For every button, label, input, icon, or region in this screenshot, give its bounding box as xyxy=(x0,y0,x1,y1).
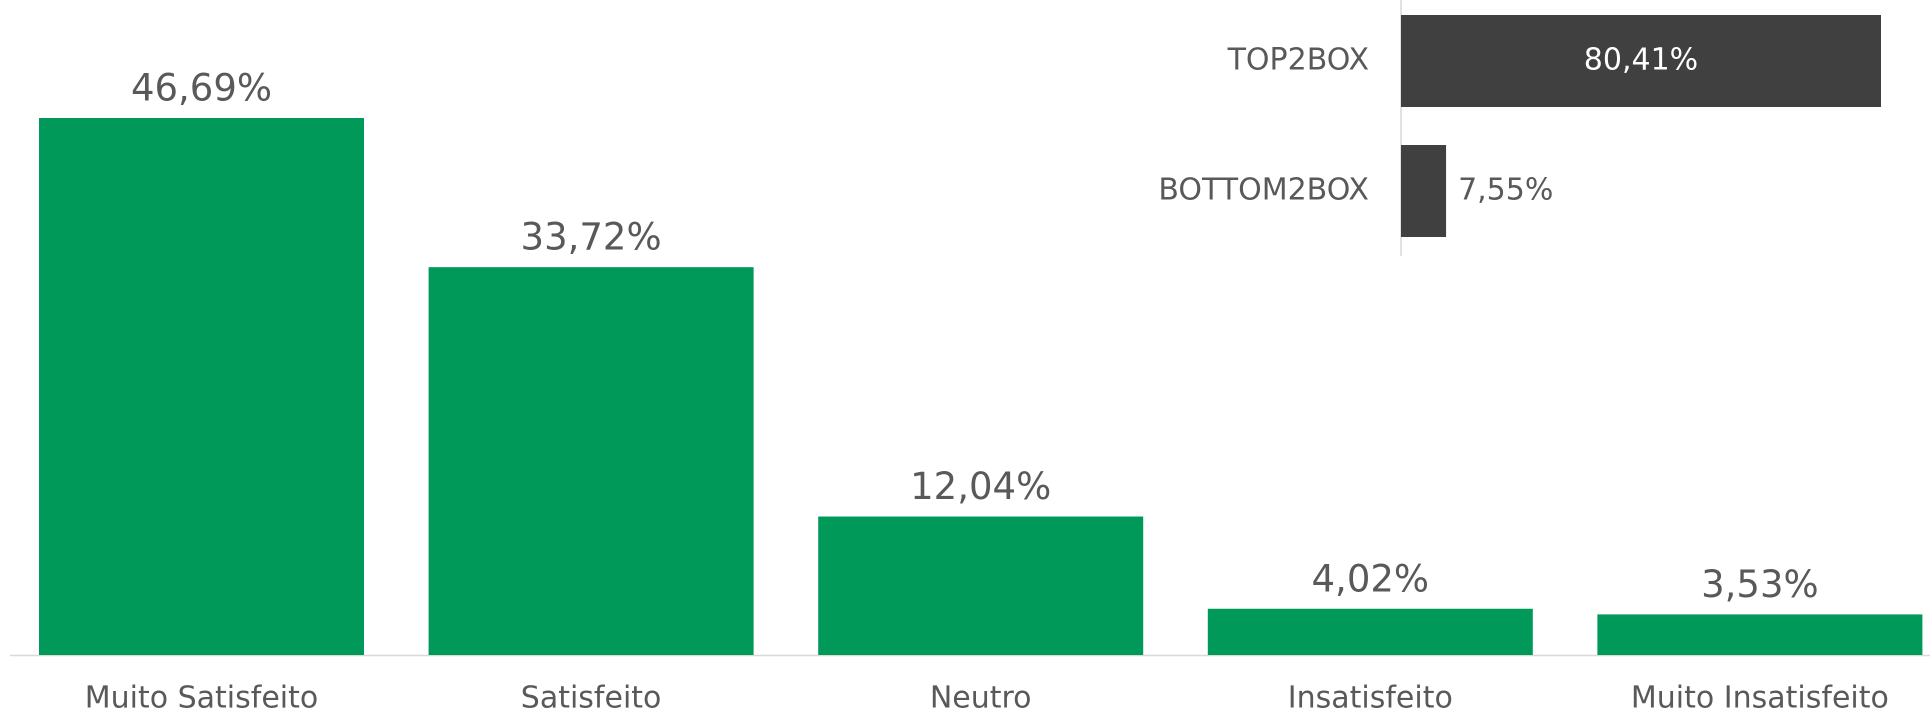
value-label: 4,02% xyxy=(1312,557,1430,600)
value-label: 46,69% xyxy=(131,67,272,110)
bar xyxy=(1597,614,1923,655)
value-label: 33,72% xyxy=(521,216,662,259)
bar xyxy=(1401,15,1881,107)
x-tick-label: Insatisfeito xyxy=(1288,681,1453,715)
bar xyxy=(428,267,754,655)
bar xyxy=(1401,145,1447,237)
bar xyxy=(39,118,364,655)
x-tick-label: Neutro xyxy=(930,681,1032,715)
value-label: 3,53% xyxy=(1701,563,1819,606)
y-tick-label: BOTTOM2BOX xyxy=(1158,173,1369,208)
x-tick-label: Muito Satisfeito xyxy=(85,681,319,715)
bar xyxy=(1207,608,1533,655)
x-tick-label: Muito Insatisfeito xyxy=(1631,681,1889,715)
y-tick-label: TOP2BOX xyxy=(1227,43,1369,78)
value-label: 80,41% xyxy=(1584,43,1698,78)
value-label: 7,55% xyxy=(1458,173,1553,208)
value-label: 12,04% xyxy=(910,465,1051,508)
bar xyxy=(818,516,1144,655)
x-tick-label: Satisfeito xyxy=(521,681,662,715)
